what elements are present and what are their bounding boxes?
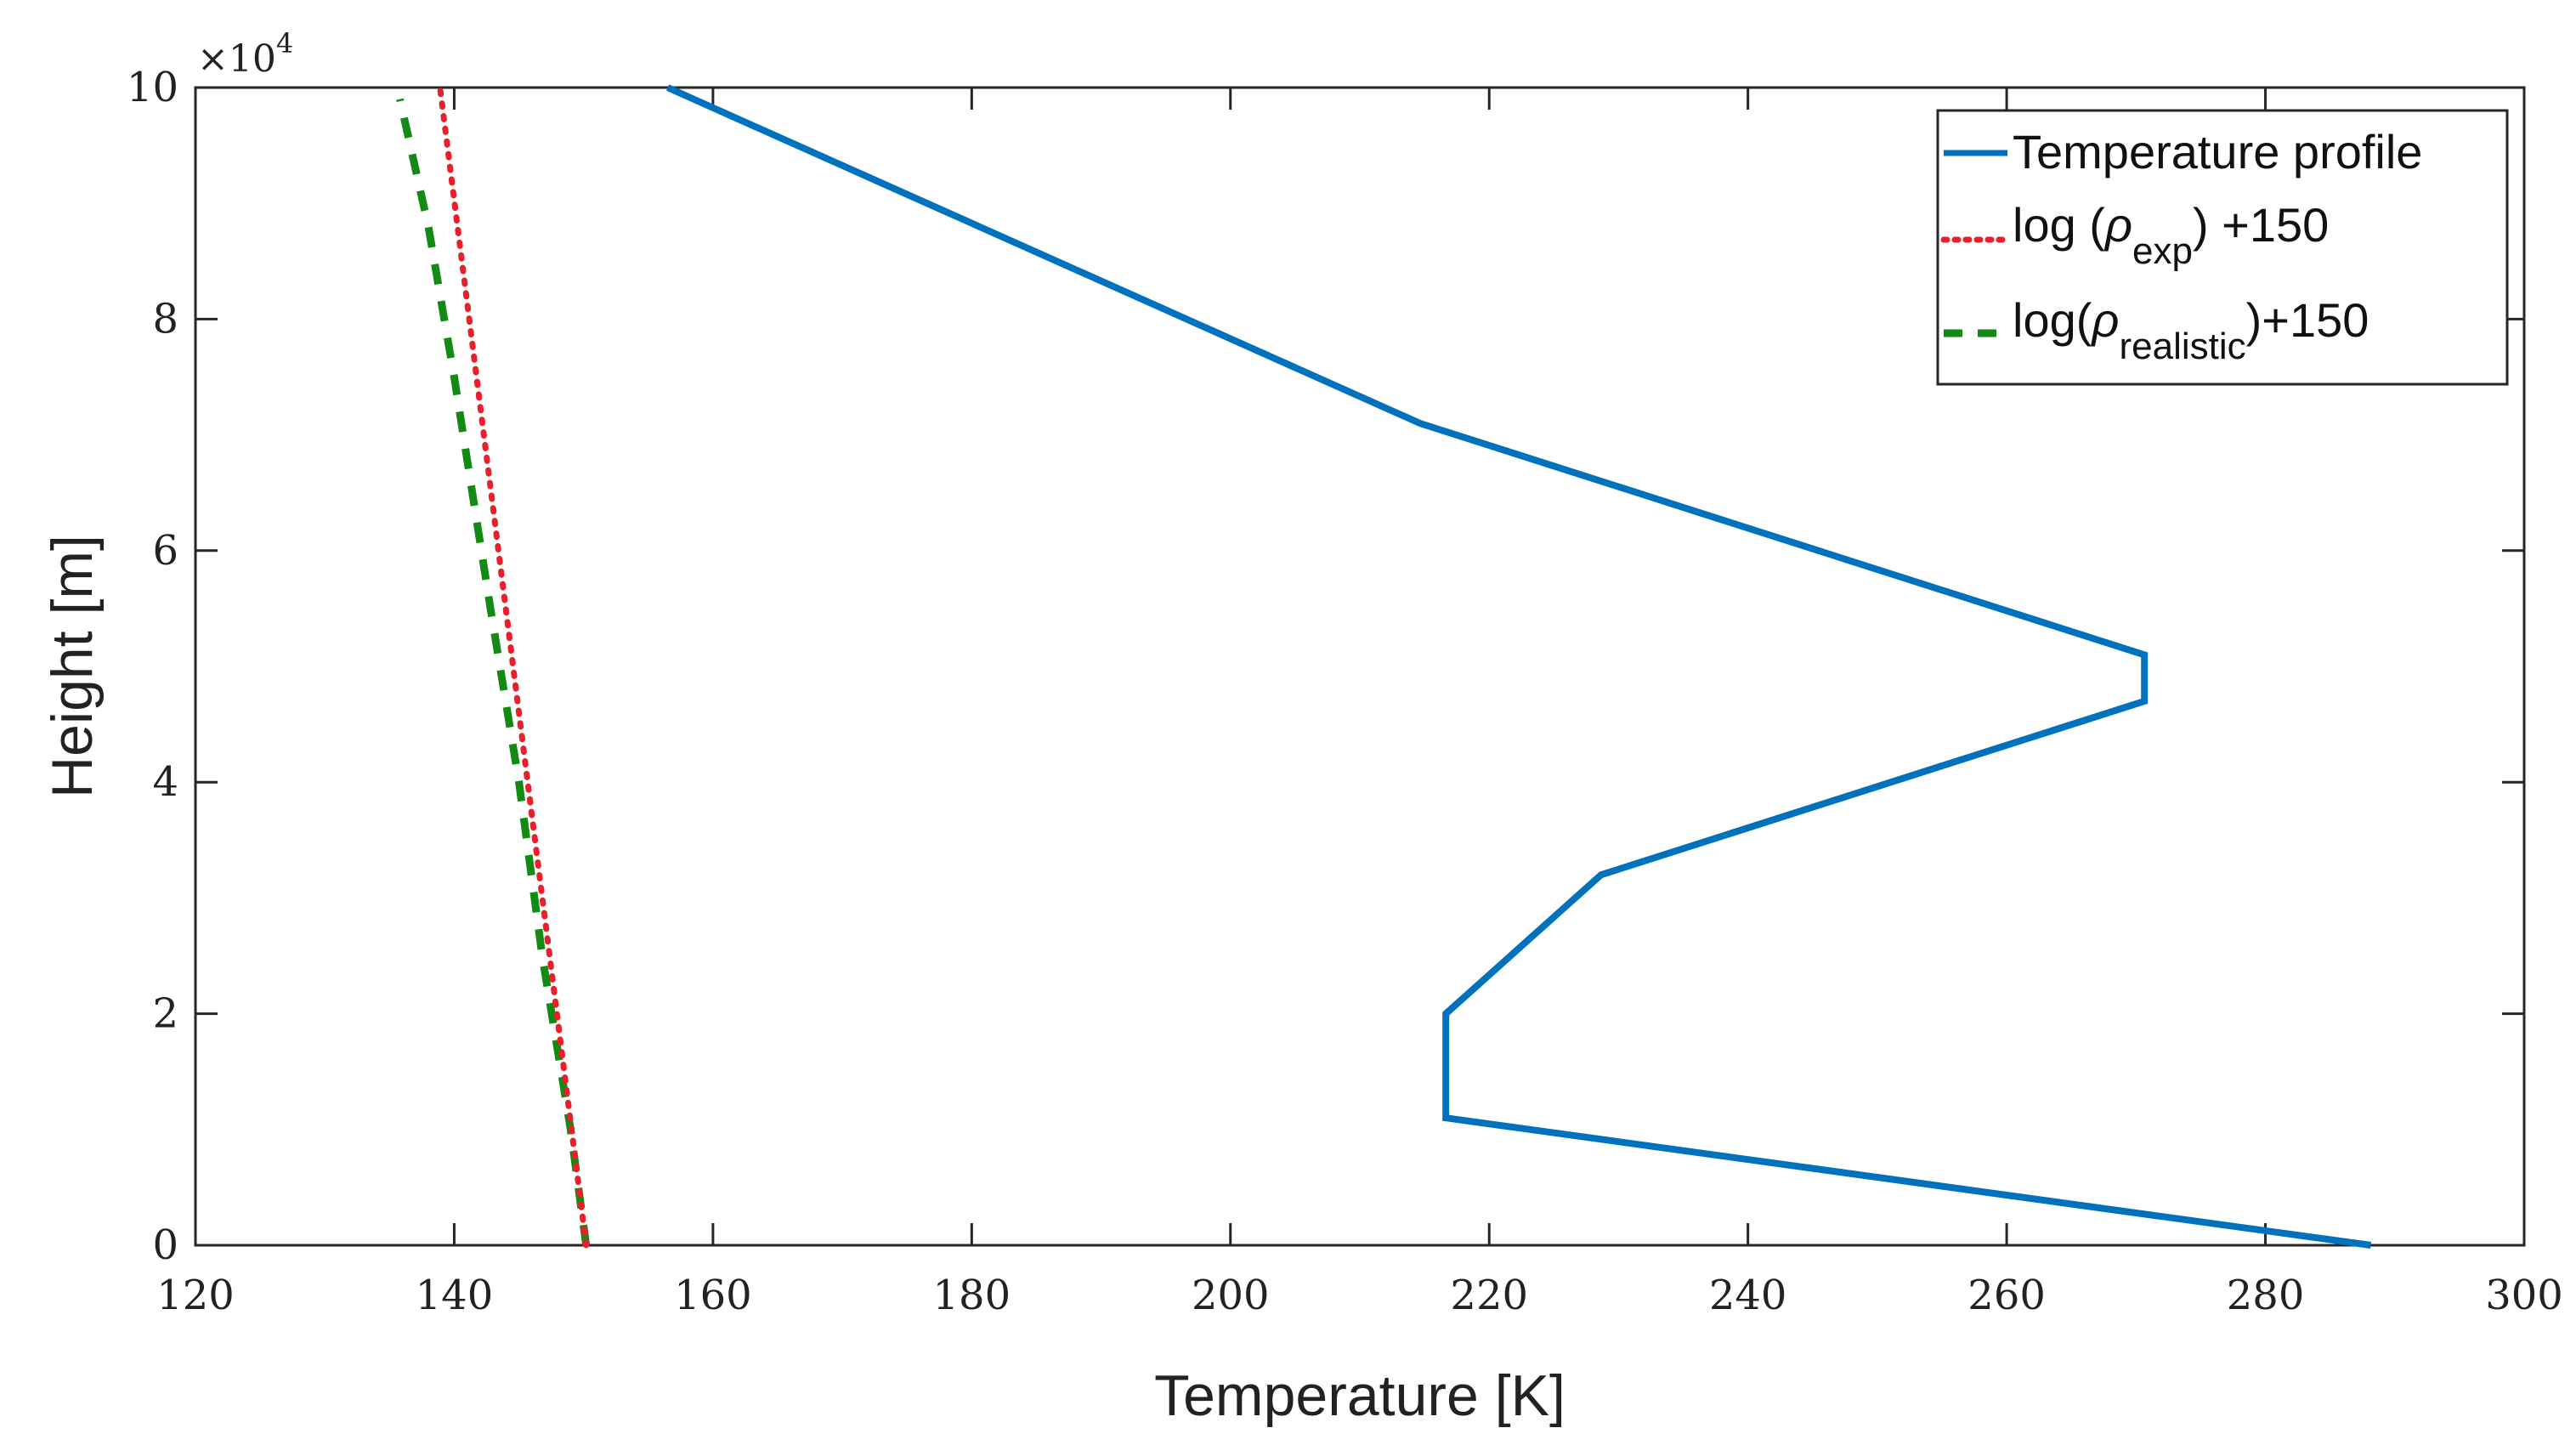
- series-line-0: [665, 84, 2372, 1249]
- x-tick-label-300: 300: [2485, 1272, 2563, 1319]
- y-exponent-power: 4: [276, 27, 293, 60]
- legend-exp-post: ) +150: [2193, 198, 2329, 252]
- x-tick-label-220: 220: [1450, 1272, 1528, 1319]
- x-tick-label-180: 180: [933, 1272, 1011, 1319]
- x-axis-title: Temperature [K]: [1154, 1363, 1565, 1428]
- y-tick-label-0: 0: [152, 1221, 178, 1269]
- x-tick-label-200: 200: [1192, 1272, 1270, 1319]
- legend-exp-pre: log (: [2013, 198, 2105, 252]
- x-tick-label-280: 280: [2227, 1272, 2305, 1319]
- legend-realistic-post: )+150: [2246, 293, 2369, 347]
- y-tick-label-1: 2: [152, 990, 178, 1038]
- x-tick-label-240: 240: [1709, 1272, 1787, 1319]
- legend-exp-sub: exp: [2132, 230, 2193, 272]
- y-exponent-base: ×10: [197, 37, 276, 81]
- legend-label-log-rho-exp: log (ρexp) +150: [2013, 198, 2329, 272]
- x-tick-label-260: 260: [1967, 1272, 2046, 1319]
- x-tick-label-160: 160: [674, 1272, 752, 1319]
- y-tick-label-2: 4: [152, 758, 178, 806]
- x-axis-ticks: 120 140 160 180 200 220 240 260 280 300: [156, 88, 2563, 1319]
- legend-label-log-rho-realistic: log(ρrealistic)+150: [2013, 293, 2369, 367]
- svg-text:×104: ×104: [197, 27, 293, 81]
- series-layer: [396, 84, 2372, 1249]
- y-exponent-label: ×104: [197, 27, 293, 81]
- y-tick-label-4: 8: [152, 295, 178, 343]
- legend-exp-rho: ρ: [2103, 198, 2132, 252]
- legend-realistic-pre: log(: [2013, 293, 2092, 347]
- x-tick-label-120: 120: [156, 1272, 235, 1319]
- y-tick-label-3: 6: [152, 527, 178, 575]
- y-axis-ticks: 0 2 4 6 8 10: [127, 64, 2524, 1269]
- legend-box: [1936, 109, 2509, 386]
- legend-label-temperature-profile: Temperature profile: [2013, 125, 2422, 178]
- y-axis-title: Height [m]: [40, 535, 105, 798]
- series-line-1: [437, 84, 590, 1249]
- x-tick-label-140: 140: [416, 1272, 494, 1319]
- y-tick-label-5: 10: [127, 64, 178, 111]
- legend-realistic-sub: realistic: [2119, 326, 2245, 367]
- legend: Temperature profile log (ρexp) +150 log(…: [1936, 109, 2509, 386]
- legend-realistic-rho: ρ: [2090, 293, 2119, 347]
